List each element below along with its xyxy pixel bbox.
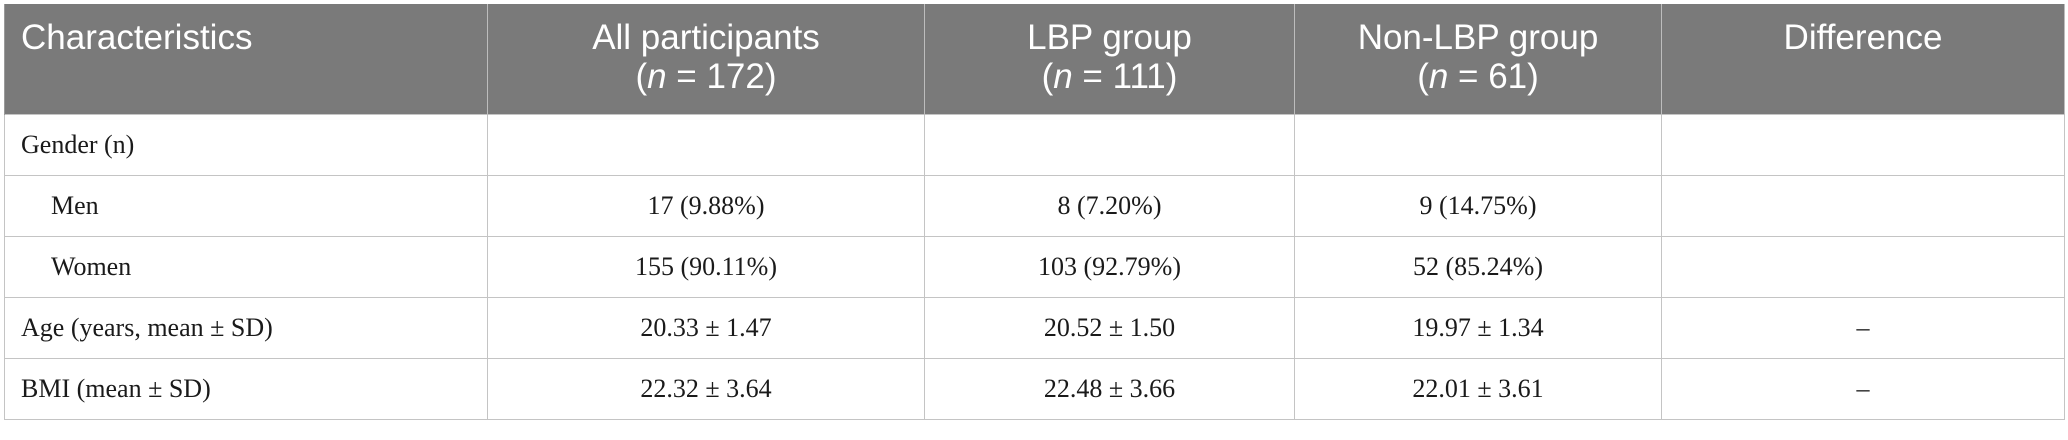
table-row-women: Women 155 (90.11%) 103 (92.79%) 52 (85.2… bbox=[4, 235, 2065, 298]
cell-all-participants: 20.33 ± 1.47 bbox=[487, 296, 925, 359]
row-label: Gender (n) bbox=[4, 113, 488, 176]
header-title: Non-LBP group bbox=[1357, 18, 1599, 57]
row-label: Men bbox=[4, 174, 488, 237]
cell-non-lbp-group bbox=[1294, 113, 1662, 176]
cell-lbp-group bbox=[924, 113, 1295, 176]
cell-all-participants bbox=[487, 113, 925, 176]
cell-non-lbp-group: 19.97 ± 1.34 bbox=[1294, 296, 1662, 359]
characteristics-table-container: Characteristics All participants (n = 17… bbox=[4, 4, 2065, 420]
n-symbol: n bbox=[1053, 57, 1073, 96]
n-value: = 61) bbox=[1448, 57, 1539, 96]
cell-non-lbp-group: 22.01 ± 3.61 bbox=[1294, 357, 1662, 420]
n-value: = 172) bbox=[666, 57, 777, 96]
n-value: = 111) bbox=[1072, 57, 1178, 96]
header-lbp-group: LBP group (n = 111) bbox=[924, 4, 1295, 114]
cell-difference: – bbox=[1661, 296, 2065, 359]
header-difference: Difference bbox=[1661, 4, 2065, 114]
cell-all-participants: 155 (90.11%) bbox=[487, 235, 925, 298]
table-body: Gender (n) Men 17 (9.88%) 8 (7.20%) 9 (1… bbox=[4, 113, 2065, 420]
cell-difference bbox=[1661, 174, 2065, 237]
table-row-gender: Gender (n) bbox=[4, 113, 2065, 176]
header-sample-size: (n = 61) bbox=[1417, 57, 1539, 96]
table-row-men: Men 17 (9.88%) 8 (7.20%) 9 (14.75%) bbox=[4, 174, 2065, 237]
cell-non-lbp-group: 9 (14.75%) bbox=[1294, 174, 1662, 237]
header-all-participants: All participants (n = 172) bbox=[487, 4, 925, 114]
cell-difference bbox=[1661, 113, 2065, 176]
cell-all-participants: 22.32 ± 3.64 bbox=[487, 357, 925, 420]
cell-lbp-group: 22.48 ± 3.66 bbox=[924, 357, 1295, 420]
header-row: Characteristics All participants (n = 17… bbox=[4, 4, 2065, 114]
cell-lbp-group: 20.52 ± 1.50 bbox=[924, 296, 1295, 359]
header-title: Characteristics bbox=[21, 18, 253, 57]
header-sample-size: (n = 172) bbox=[635, 57, 777, 96]
cell-difference: – bbox=[1661, 357, 2065, 420]
table-row-age: Age (years, mean ± SD) 20.33 ± 1.47 20.5… bbox=[4, 296, 2065, 359]
cell-lbp-group: 103 (92.79%) bbox=[924, 235, 1295, 298]
header-characteristics: Characteristics bbox=[4, 4, 488, 114]
characteristics-table: Characteristics All participants (n = 17… bbox=[4, 4, 2065, 420]
row-label: BMI (mean ± SD) bbox=[4, 357, 488, 420]
row-label: Women bbox=[4, 235, 488, 298]
cell-non-lbp-group: 52 (85.24%) bbox=[1294, 235, 1662, 298]
cell-all-participants: 17 (9.88%) bbox=[487, 174, 925, 237]
header-title: LBP group bbox=[1027, 18, 1192, 57]
table-header: Characteristics All participants (n = 17… bbox=[4, 4, 2065, 114]
row-label: Age (years, mean ± SD) bbox=[4, 296, 488, 359]
header-title: All participants bbox=[592, 18, 820, 57]
cell-difference bbox=[1661, 235, 2065, 298]
cell-lbp-group: 8 (7.20%) bbox=[924, 174, 1295, 237]
n-symbol: n bbox=[647, 57, 667, 96]
header-non-lbp-group: Non-LBP group (n = 61) bbox=[1294, 4, 1662, 114]
table-row-bmi: BMI (mean ± SD) 22.32 ± 3.64 22.48 ± 3.6… bbox=[4, 357, 2065, 420]
n-symbol: n bbox=[1428, 57, 1449, 96]
header-sample-size: (n = 111) bbox=[1041, 57, 1178, 96]
header-title: Difference bbox=[1783, 18, 1943, 57]
